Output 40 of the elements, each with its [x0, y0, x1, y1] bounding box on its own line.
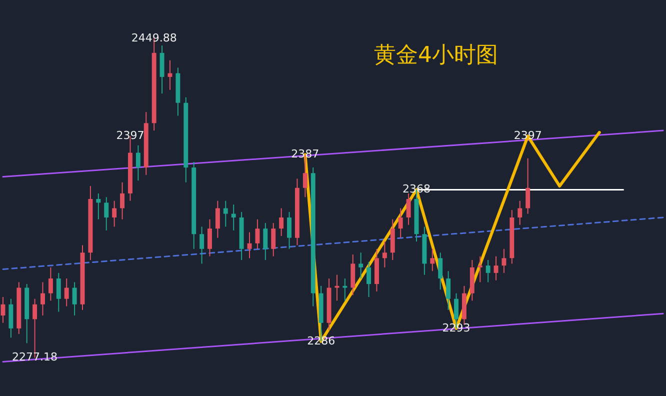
- candlestick: [64, 278, 69, 307]
- candlestick: [40, 282, 45, 316]
- candlestick: [0, 296, 6, 324]
- candlestick: [112, 200, 117, 228]
- candlestick: [382, 241, 387, 268]
- candlestick: [406, 192, 411, 226]
- candlestick: [56, 272, 61, 312]
- candlestick: [96, 192, 101, 220]
- chart-title: 黄金4小时图: [374, 43, 498, 68]
- candlestick: [271, 222, 276, 257]
- candlestick: [287, 211, 292, 250]
- candlestick: [255, 218, 260, 250]
- candlestick: [430, 248, 435, 272]
- candlestick: [478, 256, 482, 283]
- candlestick: [48, 266, 53, 302]
- candlestick: [215, 200, 220, 238]
- candlestick: [223, 200, 228, 228]
- candlestick: [279, 208, 284, 236]
- candlestick: [136, 144, 140, 181]
- candlestick: [486, 260, 490, 283]
- candlestick: [358, 252, 364, 279]
- candlestick: [263, 222, 268, 261]
- annotation: 2397: [116, 129, 144, 142]
- candlestick: [200, 226, 204, 264]
- candlestick: [518, 200, 522, 226]
- annotation: 2449.88: [131, 31, 177, 44]
- candlestick: [104, 196, 109, 231]
- candlestick: [72, 282, 77, 316]
- candlestick: [446, 270, 451, 310]
- candlestick: [231, 204, 236, 231]
- candlestick: [438, 252, 443, 290]
- candlestick: [494, 256, 498, 281]
- candlestick: [502, 248, 506, 274]
- candlestick: [398, 208, 403, 238]
- annotation: 2397: [514, 129, 542, 142]
- candlestick: [366, 261, 372, 298]
- candlestick: [120, 182, 124, 220]
- candlestick: [168, 60, 172, 90]
- candlestick: [526, 158, 530, 214]
- candlestick: [208, 218, 212, 257]
